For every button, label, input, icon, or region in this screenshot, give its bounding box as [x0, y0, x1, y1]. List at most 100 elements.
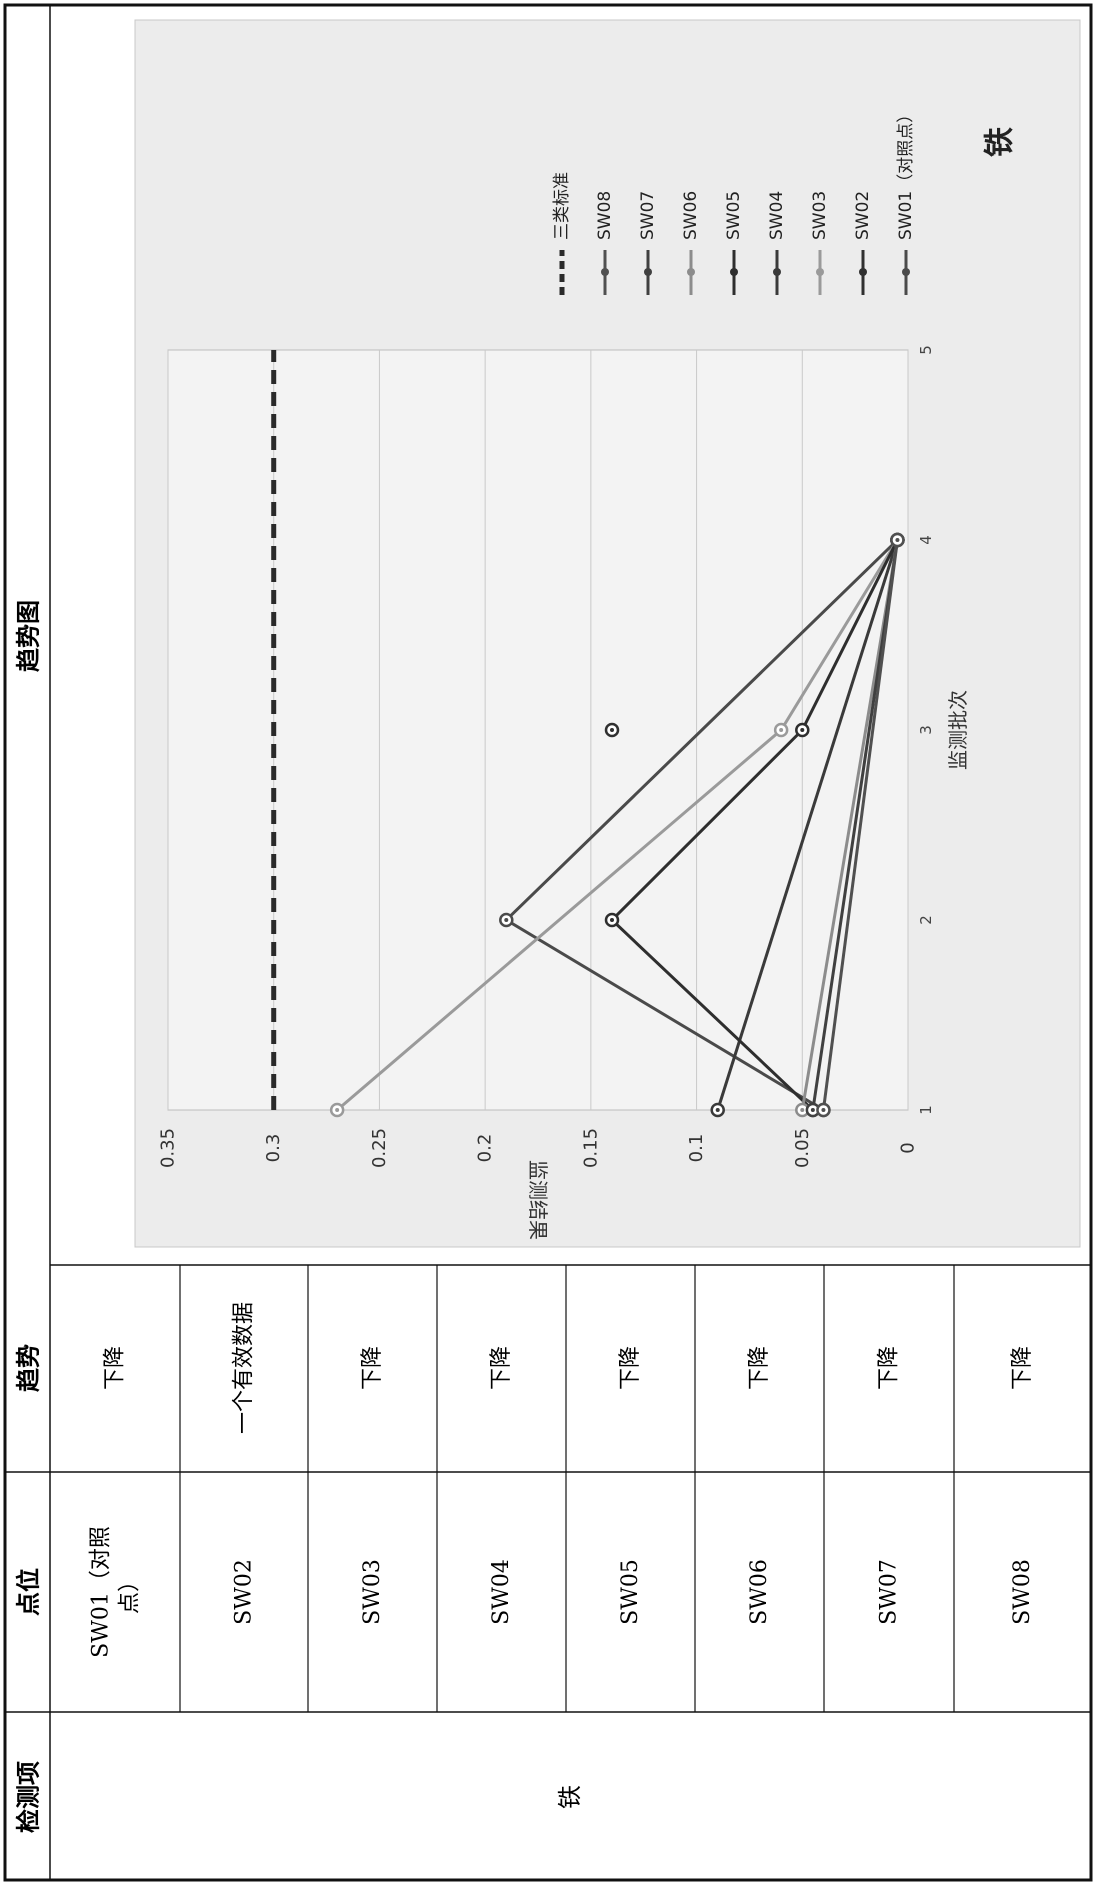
chart-title: 铁 — [983, 127, 1018, 157]
trend-label: 下降 — [360, 1346, 385, 1390]
site-cell: SW02 — [232, 1559, 257, 1625]
trend-cell: 下降 — [877, 1346, 902, 1390]
series-point-core — [810, 1108, 815, 1112]
legend-entry: SW02 — [853, 191, 873, 295]
site-cell: SW01（对照 点） — [88, 1526, 142, 1658]
site-label: SW03 — [360, 1559, 385, 1625]
trend-cell: 下降 — [1010, 1346, 1035, 1390]
svg-text:监测结果: 监测结果 — [526, 1160, 550, 1240]
site-cell: SW07 — [877, 1559, 902, 1625]
y-axis-label: 监测结果 — [526, 1160, 550, 1240]
site-cell: SW08 — [1010, 1559, 1035, 1625]
series-point-core — [800, 728, 805, 732]
svg-text:0.25: 0.25 — [369, 1128, 390, 1168]
site-cell: SW05 — [618, 1559, 643, 1625]
trend-cell: 下降 — [618, 1346, 643, 1390]
svg-text:铁: 铁 — [983, 127, 1018, 157]
trend-cell: 一个有效数据 — [232, 1302, 257, 1434]
site-label: SW05 — [618, 1559, 643, 1625]
x-tick-label: 3 — [917, 725, 935, 735]
trend-label: 下降 — [877, 1346, 902, 1390]
site-cell: SW04 — [489, 1559, 514, 1625]
legend-entry: SW03 — [810, 191, 830, 295]
series-line — [609, 539, 899, 1112]
site-cell: SW06 — [747, 1559, 772, 1625]
svg-text:SW08: SW08 — [595, 191, 615, 240]
header-chart: 趋势图 — [14, 600, 43, 672]
svg-text:4: 4 — [917, 535, 935, 545]
svg-text:0.15: 0.15 — [580, 1128, 601, 1168]
svg-text:SW02: SW02 — [853, 191, 873, 240]
item-value: 铁 — [556, 1785, 584, 1809]
legend-entry: SW07 — [638, 191, 658, 295]
x-tick-label: 2 — [917, 915, 935, 925]
svg-text:SW07: SW07 — [638, 191, 658, 240]
x-tick-label: 5 — [917, 345, 935, 355]
series-line — [716, 539, 899, 1111]
trend-cell: 下降 — [103, 1346, 128, 1390]
y-tick-label: 0.05 — [792, 1128, 813, 1168]
header-site-group: 点位 — [14, 1568, 43, 1616]
trend-label: 下降 — [1010, 1346, 1035, 1390]
header-item: 检测项 — [14, 1761, 43, 1833]
legend-entry: SW01（对照点） — [896, 106, 916, 295]
svg-text:0.05: 0.05 — [792, 1128, 813, 1168]
row-dividers — [179, 1265, 955, 1712]
item-value-group: 铁 — [556, 1785, 584, 1809]
svg-text:SW05: SW05 — [724, 191, 744, 240]
svg-text:三类标准: 三类标准 — [552, 172, 572, 240]
y-tick-label: 0.35 — [158, 1128, 179, 1168]
site-label: SW08 — [1010, 1559, 1035, 1625]
site-label: SW01（对照 点） — [88, 1526, 142, 1658]
svg-text:0.1: 0.1 — [686, 1134, 707, 1163]
svg-text:SW01（对照点）: SW01（对照点） — [896, 106, 916, 240]
y-tick-label: 0.1 — [686, 1134, 707, 1163]
svg-text:SW03: SW03 — [810, 191, 830, 240]
trend-label: 下降 — [618, 1346, 643, 1390]
series-point-core — [779, 728, 784, 732]
site-label: SW07 — [877, 1559, 902, 1625]
y-tick-label: 0.15 — [580, 1128, 601, 1168]
site-label: SW04 — [489, 1559, 514, 1625]
site-cell: SW03 — [360, 1559, 385, 1625]
series-point-core — [610, 728, 614, 732]
legend-entry: SW08 — [595, 191, 615, 295]
y-tick-label: 0.2 — [475, 1134, 496, 1163]
x-axis-label: 监测批次 — [946, 690, 970, 770]
y-tick-label: 0.3 — [263, 1134, 284, 1163]
svg-text:监测批次: 监测批次 — [946, 690, 970, 770]
trend-cell: 下降 — [360, 1346, 385, 1390]
header-site: 点位 — [14, 1568, 43, 1616]
svg-text:0: 0 — [898, 1142, 919, 1153]
svg-text:3: 3 — [917, 725, 935, 735]
trend-cell: 下降 — [747, 1346, 772, 1390]
header-chart-group: 趋势图 — [14, 600, 43, 672]
trend-label: 下降 — [103, 1346, 128, 1390]
trend-label: 一个有效数据 — [232, 1302, 257, 1434]
svg-text:1: 1 — [917, 1105, 935, 1115]
svg-text:5: 5 — [917, 345, 935, 355]
trend-label: 下降 — [747, 1346, 772, 1390]
svg-text:SW06: SW06 — [681, 191, 701, 240]
trend-label: 下降 — [489, 1346, 514, 1390]
y-tick-label: 0.25 — [369, 1128, 390, 1168]
header-trend: 趋势 — [14, 1344, 43, 1392]
x-tick-label: 4 — [917, 535, 935, 545]
svg-text:0.3: 0.3 — [263, 1134, 284, 1163]
legend-entry: SW05 — [724, 191, 744, 295]
series-point-core — [504, 918, 509, 922]
series-point-core — [821, 1108, 826, 1112]
site-label: SW06 — [747, 1559, 772, 1625]
table-frame — [3, 3, 1093, 1882]
header-item-group: 检测项 — [14, 1761, 43, 1833]
series-line — [800, 539, 899, 1111]
x-tick-label: 1 — [917, 1105, 935, 1115]
series-point-core — [800, 1108, 805, 1112]
svg-text:SW04: SW04 — [767, 191, 787, 240]
svg-text:0.2: 0.2 — [475, 1134, 496, 1163]
table-rows: SW01（对照 点） 下降 SW02 一个有效数据 SW03 下降 SW04 下降 SW05 下降 S… — [88, 1302, 1035, 1658]
series-point-core — [335, 1108, 340, 1112]
svg-text:0.35: 0.35 — [158, 1128, 179, 1168]
